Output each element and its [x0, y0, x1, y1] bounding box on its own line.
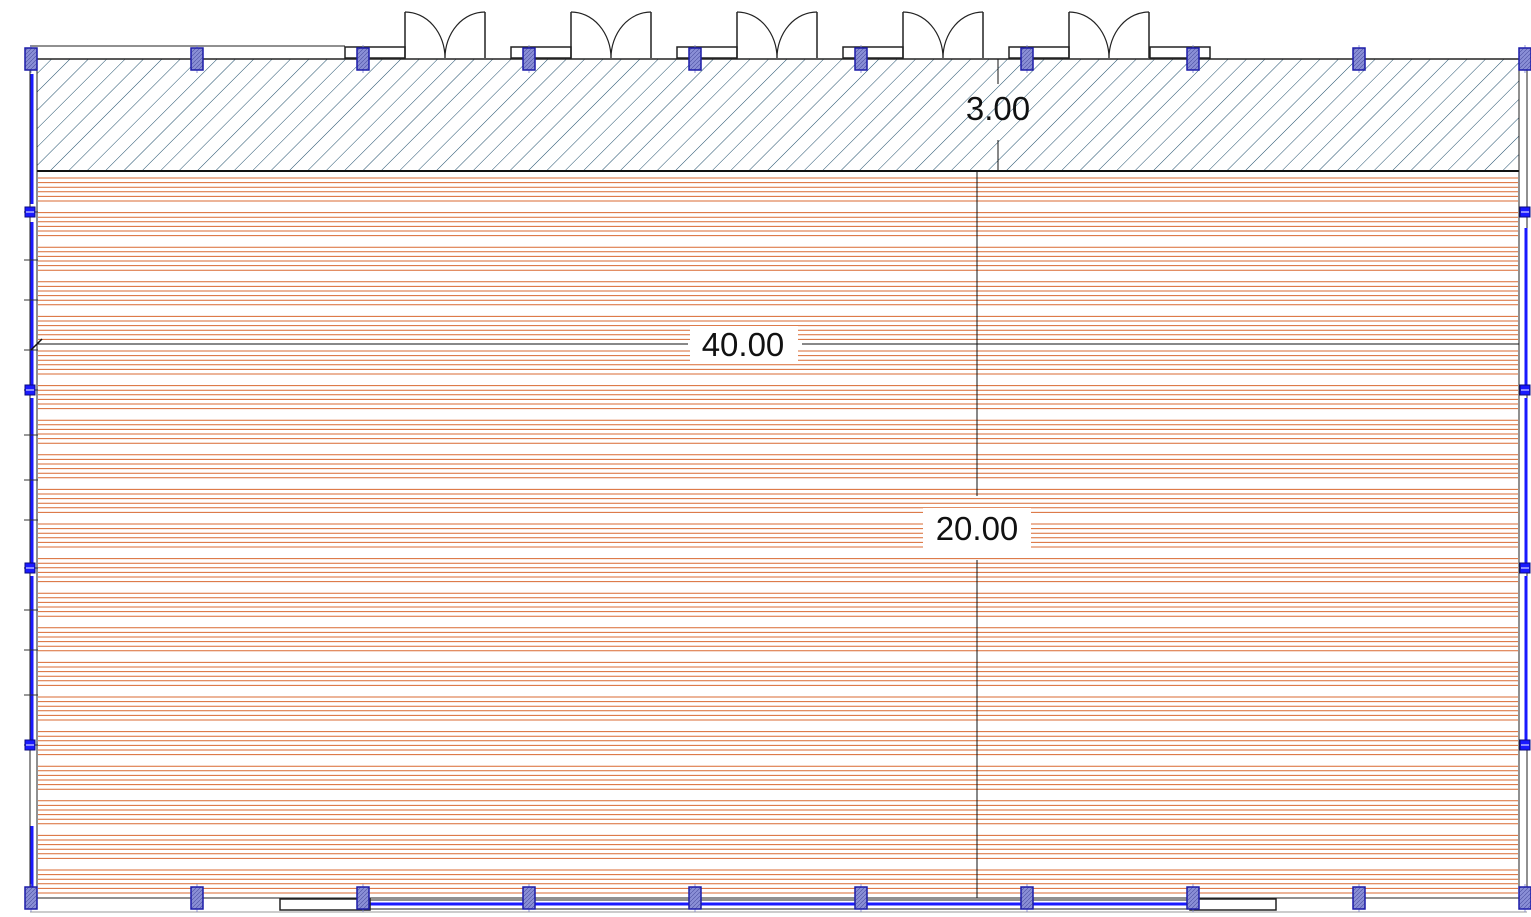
structural-post: [357, 887, 369, 909]
door-swing-arc: [1109, 12, 1149, 58]
wall-segment: [345, 47, 405, 58]
door-swing-arc: [445, 12, 485, 58]
structural-post: [1021, 48, 1033, 70]
structural-post: [1021, 887, 1033, 909]
wall-segment: [511, 47, 571, 58]
door-swing-arc: [571, 12, 611, 58]
structural-post: [523, 887, 535, 909]
door-swing-arc: [777, 12, 817, 58]
door-swing-arc: [737, 12, 777, 58]
depth-dimension-label: 20.00: [936, 510, 1019, 547]
bottom-wall-panel: [1190, 899, 1276, 910]
door-swing-arc: [405, 12, 445, 58]
wall-segment: [677, 47, 737, 58]
structural-post: [523, 48, 535, 70]
wall-segment: [843, 47, 903, 58]
structural-post: [855, 48, 867, 70]
structural-post: [1353, 48, 1365, 70]
structural-post: [1519, 48, 1531, 70]
structural-post: [357, 48, 369, 70]
canopy-dimension-label: 3.00: [966, 90, 1030, 127]
wall-segment: [1150, 47, 1210, 58]
canopy-hatch-zone: [37, 59, 1519, 171]
door-swing-arc: [903, 12, 943, 58]
structural-post: [191, 48, 203, 70]
door-row: [345, 12, 1210, 58]
structural-post: [25, 48, 37, 70]
door-swing-arc: [1069, 12, 1109, 58]
door-swing-arc: [611, 12, 651, 58]
structural-post: [689, 48, 701, 70]
span-dimension-label: 40.00: [702, 326, 785, 363]
structural-post: [191, 887, 203, 909]
structural-post: [1353, 887, 1365, 909]
door-swing-arc: [943, 12, 983, 58]
structural-post: [25, 887, 37, 909]
structural-post: [1187, 887, 1199, 909]
wall-segment: [1009, 47, 1069, 58]
structural-post: [1187, 48, 1199, 70]
structural-post: [855, 887, 867, 909]
structural-post: [689, 887, 701, 909]
structural-post: [1519, 887, 1531, 909]
